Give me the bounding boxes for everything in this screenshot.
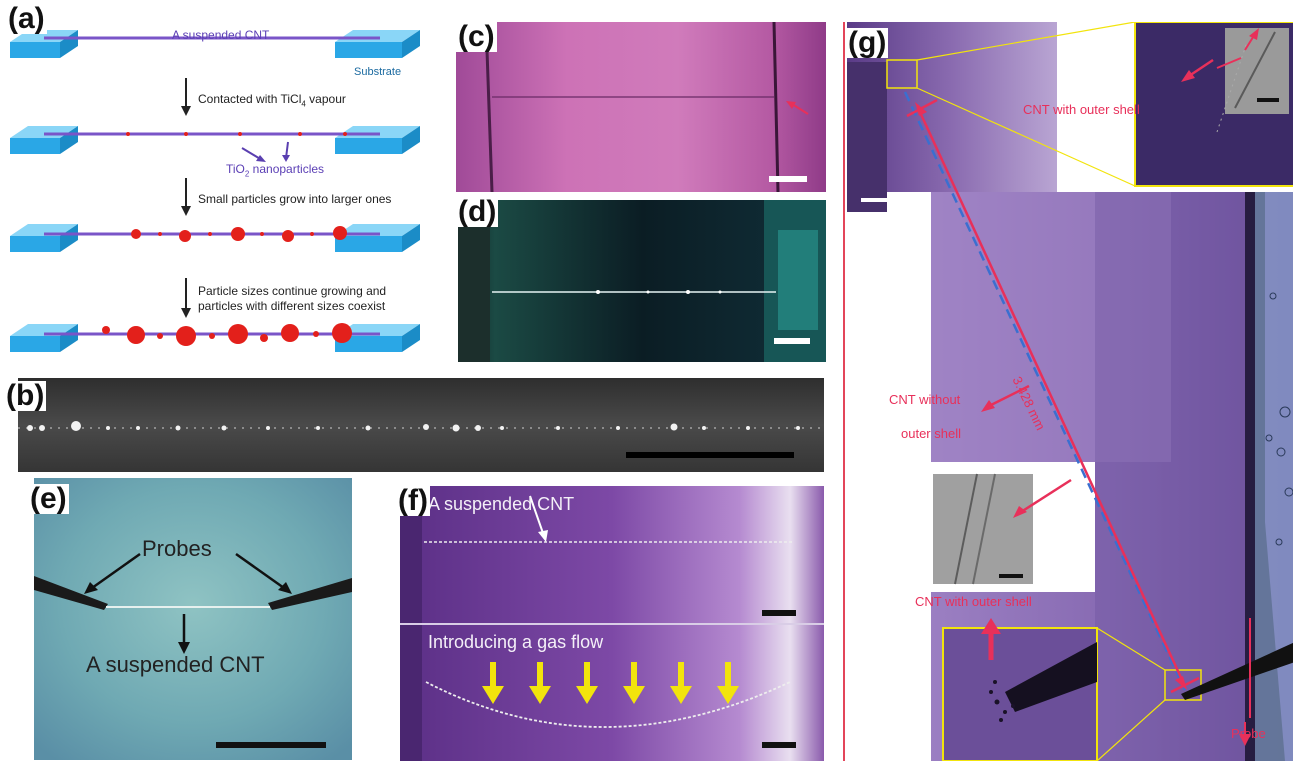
panel-a: (a) [0, 0, 450, 375]
panel-e-scale-bar [216, 742, 326, 748]
panel-a-schematic [10, 30, 420, 352]
substrate-right-row3 [335, 224, 420, 252]
panel-g-without-line1: CNT without [889, 392, 961, 407]
panel-f-bottom-text: Introducing a gas flow [428, 632, 604, 652]
panel-g-shell-bottom-label: CNT with outer shell [915, 594, 1032, 609]
panel-g-probe-label: Probe [1231, 726, 1266, 741]
panel-b-label: (b) [4, 379, 47, 412]
panel-c-image [456, 22, 826, 192]
substrate-left-row4 [10, 324, 78, 352]
panel-e-probes-label: Probes [142, 536, 212, 561]
panel-f-image [400, 486, 824, 761]
panel-f-scale-bar-bottom [762, 742, 796, 748]
panel-d-darkfield-image [458, 200, 826, 362]
particles-row4 [102, 323, 352, 346]
panel-b [18, 378, 824, 472]
panel-f-top-text: A suspended CNT [428, 494, 575, 514]
panel-g-shell-top-label: CNT with outer shell [1023, 102, 1140, 117]
panel-a-label: (a) [6, 2, 47, 35]
panel-f: A suspended CNT Introducing a gas flow [400, 486, 824, 761]
panel-a-top-text: A suspended CNT [172, 28, 270, 42]
panel-e: Probes A suspended CNT [34, 478, 352, 760]
panel-f-scale-bar-top [762, 610, 796, 616]
panel-d [458, 200, 826, 362]
panel-a-nanoparticles: TiO2 nanoparticles [226, 162, 325, 179]
panel-d-label: (d) [456, 195, 499, 228]
probe-left [34, 576, 108, 610]
panel-g-label: (g) [846, 26, 889, 59]
panel-g-without-line2: outer shell [901, 426, 961, 441]
probe-right [268, 578, 352, 610]
panel-e-label: (e) [28, 482, 69, 515]
particles-row2 [126, 132, 347, 136]
panel-g-image [845, 22, 1293, 761]
panel-f-label: (f) [396, 484, 430, 517]
panel-a-step1: Contacted with TiCl4 vapour [198, 92, 346, 109]
panel-c [456, 22, 826, 192]
panel-c-label: (c) [456, 20, 497, 53]
particles-row3 [131, 226, 347, 242]
substrate-right-row1 [335, 30, 420, 58]
panel-e-cnt-label: A suspended CNT [86, 652, 265, 677]
substrate-left-row2 [10, 126, 78, 154]
substrate-left-row3 [10, 224, 78, 252]
substrate-right-row2 [335, 126, 420, 154]
panel-e-image [34, 478, 352, 760]
panel-g: CNT with outer shell CNT without outer s… [843, 22, 1293, 761]
panel-c-scale-bar [769, 176, 807, 182]
panel-a-step3-line1: Particle sizes continue growing and [198, 284, 387, 298]
panel-a-step2: Small particles grow into larger ones [198, 192, 392, 206]
panel-a-substrate-label: Substrate [354, 66, 402, 78]
panel-d-scale-bar [774, 338, 810, 344]
panel-b-scale-bar [626, 452, 794, 458]
gas-flow-arrows [482, 662, 739, 704]
panel-a-step3-line2: particles with different sizes coexist [198, 299, 386, 313]
